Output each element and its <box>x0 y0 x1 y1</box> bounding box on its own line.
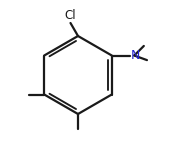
Text: Cl: Cl <box>65 9 76 22</box>
Text: N: N <box>131 49 140 62</box>
